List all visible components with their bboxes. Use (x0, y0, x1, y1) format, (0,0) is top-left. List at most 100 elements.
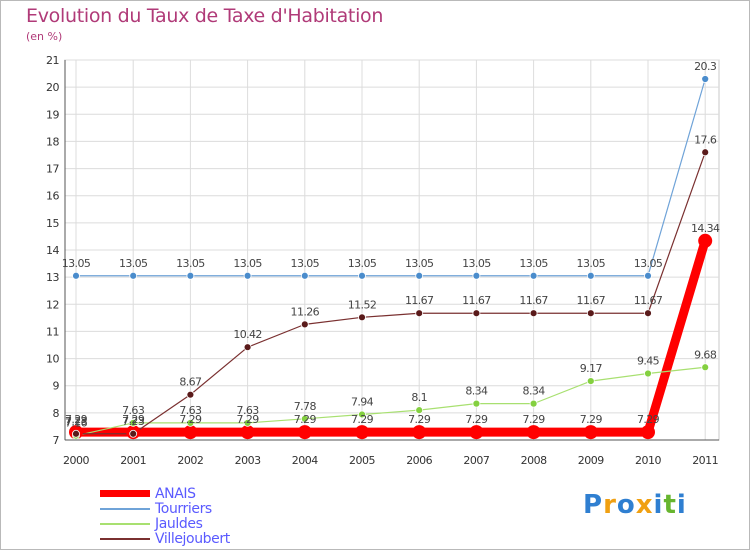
data-label-anais: 7.29 (465, 413, 488, 426)
logo-letter: x (635, 490, 654, 520)
chart-title: Evolution du Taux de Taxe d'Habitation (26, 5, 384, 27)
x-tick-label: 2003 (235, 454, 261, 467)
data-point-villejoubert (129, 429, 138, 438)
y-tick-label: 12 (46, 298, 59, 311)
data-point-anais (469, 425, 484, 440)
data-label-anais: 7.29 (580, 413, 603, 426)
data-point-jauldes (186, 418, 195, 427)
x-tick-label: 2011 (692, 454, 718, 467)
data-label-tourriers: 13.05 (62, 257, 91, 270)
data-point-anais (355, 425, 369, 440)
data-point-tourriers (243, 271, 252, 280)
data-label-jauldes: 9.68 (694, 348, 717, 361)
x-tick-label: 2001 (120, 454, 146, 467)
data-point-anais (583, 425, 598, 440)
legend-item-tourriers: Tourriers (100, 501, 400, 517)
data-label-villejoubert: 8.67 (179, 376, 202, 389)
x-tick-label: 2010 (635, 454, 661, 467)
data-label-anais: 7.29 (637, 413, 660, 426)
data-point-jauldes (586, 377, 595, 386)
data-label-villejoubert: 10.42 (233, 328, 262, 341)
x-tick-label: 2004 (292, 454, 318, 467)
data-point-villejoubert (586, 309, 595, 318)
data-label-villejoubert: 11.52 (348, 298, 377, 311)
series-line-villejoubert (75, 151, 706, 435)
logo-letter: r (603, 490, 617, 520)
data-label-villejoubert: 7.23 (122, 415, 145, 428)
y-tick-label: 7 (53, 434, 60, 447)
data-point-tourriers (358, 271, 366, 280)
data-point-villejoubert (300, 320, 309, 329)
y-tick-label: 18 (46, 135, 59, 148)
data-label-anais: 7.29 (122, 413, 145, 426)
data-label-anais: 7.29 (179, 413, 202, 426)
data-point-villejoubert (644, 309, 652, 318)
y-tick-label: 19 (46, 108, 59, 121)
data-point-tourriers (300, 271, 309, 280)
data-label-tourriers: 13.05 (519, 257, 548, 270)
data-label-anais: 7.29 (294, 413, 317, 426)
x-tick-label: 2000 (63, 454, 89, 467)
data-point-jauldes (701, 363, 710, 372)
x-tick-label: 2006 (406, 454, 432, 467)
series-line-tourriers (75, 78, 706, 277)
data-label-jauldes: 9.45 (637, 355, 660, 368)
legend-label-villejoubert: Villejoubert (155, 531, 230, 547)
data-label-anais: 14.34 (691, 222, 720, 235)
x-tick-label: 2007 (463, 454, 489, 467)
data-point-villejoubert (701, 148, 710, 157)
legend-item-anais: ANAIS (100, 486, 400, 502)
legend-swatch-jauldes (100, 523, 150, 525)
data-point-villejoubert (358, 313, 366, 322)
y-tick-label: 14 (46, 244, 59, 257)
data-label-tourriers: 13.05 (462, 257, 491, 270)
x-tick-label: 2005 (349, 454, 375, 467)
data-label-villejoubert: 11.67 (405, 294, 434, 307)
data-label-tourriers: 13.05 (119, 257, 148, 270)
y-tick-label: 8 (53, 407, 60, 420)
data-point-jauldes (415, 406, 424, 415)
data-point-tourriers (701, 75, 710, 83)
data-label-jauldes: 8.34 (523, 385, 546, 398)
y-tick-label: 9 (53, 380, 60, 393)
data-point-villejoubert (472, 309, 481, 318)
y-tick-label: 13 (46, 271, 59, 284)
data-label-tourriers: 13.05 (634, 257, 663, 270)
data-label-jauldes: 8.34 (465, 385, 488, 398)
data-point-jauldes (243, 418, 252, 427)
series-line-jauldes (75, 366, 706, 437)
x-tick-label: 2002 (177, 454, 203, 467)
data-label-anais: 7.29 (408, 413, 431, 426)
y-tick-label: 15 (46, 217, 59, 230)
logo-letter: o (616, 490, 636, 520)
data-point-jauldes (644, 369, 652, 378)
logo-letter: i (653, 490, 664, 520)
data-point-tourriers (644, 271, 652, 280)
y-tick-label: 20 (46, 81, 59, 94)
data-label-jauldes: 7.16 (65, 417, 88, 430)
legend-swatch-villejoubert (100, 538, 150, 540)
data-label-villejoubert: 11.67 (634, 294, 663, 307)
data-label-jauldes: 7.78 (294, 400, 317, 413)
data-point-tourriers (529, 271, 538, 280)
data-point-tourriers (129, 271, 138, 280)
data-label-villejoubert: 11.67 (462, 294, 491, 307)
series-line-anais (71, 236, 710, 437)
data-point-jauldes (472, 399, 481, 408)
data-point-jauldes (129, 418, 138, 427)
data-point-anais (526, 425, 541, 440)
data-label-tourriers: 13.05 (348, 257, 377, 270)
data-label-jauldes: 7.63 (179, 404, 202, 417)
y-tick-label: 16 (46, 190, 59, 203)
data-point-jauldes (300, 414, 309, 423)
data-label-villejoubert: 11.26 (291, 305, 320, 318)
data-point-villejoubert (186, 390, 195, 399)
data-point-anais (297, 425, 312, 440)
data-label-tourriers: 13.05 (577, 257, 606, 270)
data-label-jauldes: 7.94 (351, 395, 374, 408)
data-point-anais (183, 425, 198, 440)
data-point-villejoubert (415, 309, 424, 318)
data-label-jauldes: 7.63 (122, 404, 145, 417)
data-label-jauldes: 9.17 (580, 362, 603, 375)
data-point-villejoubert (243, 343, 252, 352)
